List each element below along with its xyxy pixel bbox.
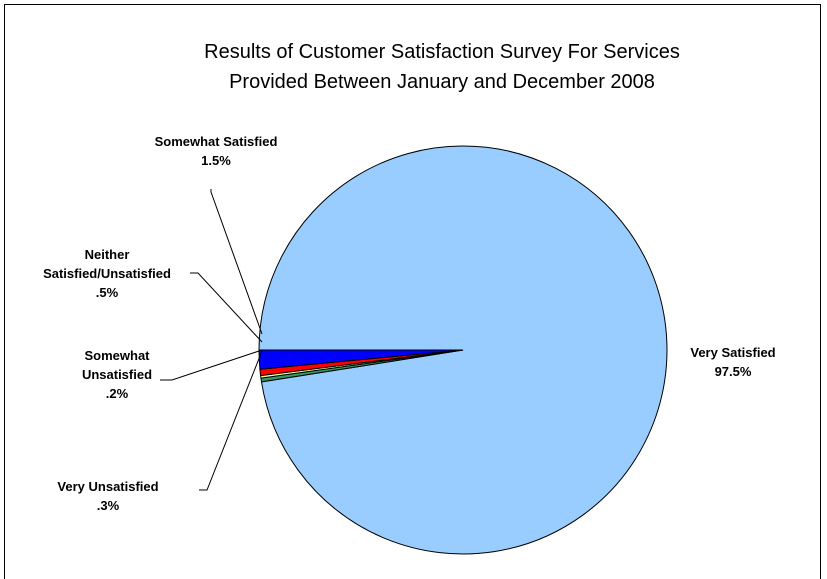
chart-title-line-1: Results of Customer Satisfaction Survey … [204, 41, 680, 63]
slice-label-line: 1.5% [201, 153, 231, 168]
slice-label: Somewhat Satisfied 1.5% [155, 134, 278, 168]
leader-line [160, 349, 263, 381]
leader-line [190, 272, 263, 343]
leader-line [210, 189, 263, 335]
slice-label: Very Satisfied 97.5% [690, 345, 775, 379]
leader-lines [160, 189, 263, 491]
pie-slice [258, 349, 464, 370]
slice-label-line: 97.5% [715, 364, 752, 379]
slice-label-line: Very Unsatisfied [57, 479, 158, 494]
slice-label-line: .5% [96, 285, 119, 300]
leader-line [199, 350, 263, 491]
slice-label-line: Unsatisfied [82, 367, 152, 382]
slice-label-line: .3% [97, 498, 120, 513]
slice-label-line: .2% [106, 386, 129, 401]
slice-label-line: Satisfied/Unsatisfied [43, 266, 171, 281]
slice-label: Neither Satisfied/Unsatisfied .5% [43, 247, 171, 300]
slice-label: Somewhat Unsatisfied .2% [82, 348, 152, 401]
slice-label-line: Somewhat [84, 348, 150, 363]
pie-slices [258, 145, 668, 555]
slice-label-line: Neither [85, 247, 130, 262]
chart-title-line-2: Provided Between January and December 20… [229, 71, 655, 93]
slice-label-line: Somewhat Satisfied [155, 134, 278, 149]
slice-label: Very Unsatisfied .3% [57, 479, 158, 513]
slice-labels: Very Satisfied 97.5% Very Unsatisfied .3% So… [43, 134, 776, 513]
slice-label-line: Very Satisfied [690, 345, 775, 360]
